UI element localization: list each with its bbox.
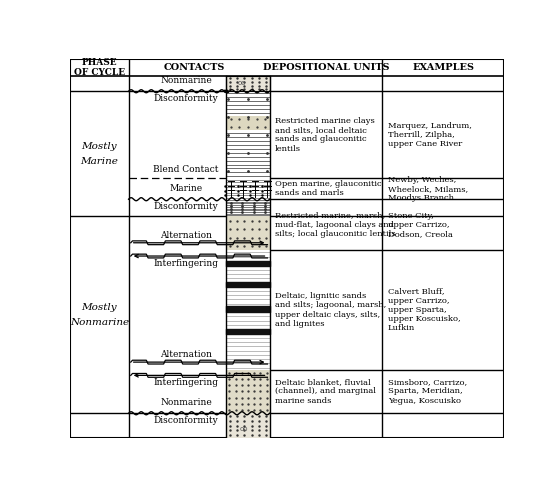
Bar [226,179,270,199]
Text: Open marine, glauconitic
sands and marls: Open marine, glauconitic sands and marls [275,180,381,197]
Text: Nonmarine: Nonmarine [160,398,212,407]
Text: Disconformity: Disconformity [153,94,218,103]
Text: Newby, Weches,
Wheelock, Milams,
Moodys Branch: Newby, Weches, Wheelock, Milams, Moodys … [388,176,468,202]
Text: Simsboro, Carrizo,
Sparta, Meridian,
Yegua, Koscuisko: Simsboro, Carrizo, Sparta, Meridian, Yeg… [388,378,467,405]
Bar [226,76,270,91]
Text: CONTACTS: CONTACTS [164,63,226,72]
Text: oo: oo [239,426,248,432]
Text: Restricted marine clays
and silts, local deltaic
sands and glauconitic
lentils: Restricted marine clays and silts, local… [275,117,375,153]
Text: Interfingering: Interfingering [153,378,218,387]
Text: Marquez, Landrum,
Therrill, Zilpha,
upper Cane River: Marquez, Landrum, Therrill, Zilpha, uppe… [388,122,472,148]
Text: Stone City,
upper Carrizo,
Dodson, Creola: Stone City, upper Carrizo, Dodson, Creol… [388,212,452,238]
Text: Alternation: Alternation [160,350,212,359]
Text: Deltaic blanket, fluvial
(channel), and marginal
marine sands: Deltaic blanket, fluvial (channel), and … [275,378,376,405]
Text: Deltaic, lignitic sands
and silts; lagoonal, marsh,
upper deltaic clays, silts,
: Deltaic, lignitic sands and silts; lagoo… [275,292,386,328]
Text: Calvert Bluff,
upper Carrizo,
upper Sparta,
upper Koscuisko,
Lufkin: Calvert Bluff, upper Carrizo, upper Spar… [388,288,460,333]
Bar [226,413,270,438]
Text: Disconformity: Disconformity [153,416,218,425]
Text: Alternation: Alternation [160,231,212,240]
Text: Marine: Marine [170,184,203,193]
Bar [226,116,270,130]
Bar [226,91,270,179]
Bar [226,250,270,369]
Bar [226,199,270,216]
Text: Blend Contact: Blend Contact [153,165,219,174]
Text: DEPOSITIONAL UNITS: DEPOSITIONAL UNITS [263,63,389,72]
Text: PHASE
OF CYCLE: PHASE OF CYCLE [74,58,125,77]
Bar [226,369,270,413]
Text: oo: oo [237,80,246,86]
Text: EXAMPLES: EXAMPLES [412,63,474,72]
Text: Mostly
Nonmarine: Mostly Nonmarine [70,303,129,327]
Text: Interfingering: Interfingering [153,259,218,268]
Text: Nonmarine: Nonmarine [160,76,212,85]
Text: Mostly
Marine: Mostly Marine [80,142,118,165]
Text: Restricted marine, marsh,
mud-flat, lagoonal clays and
silts; local glauconitic : Restricted marine, marsh, mud-flat, lago… [275,212,395,238]
Text: Disconformity: Disconformity [153,202,218,211]
Bar [226,216,270,250]
